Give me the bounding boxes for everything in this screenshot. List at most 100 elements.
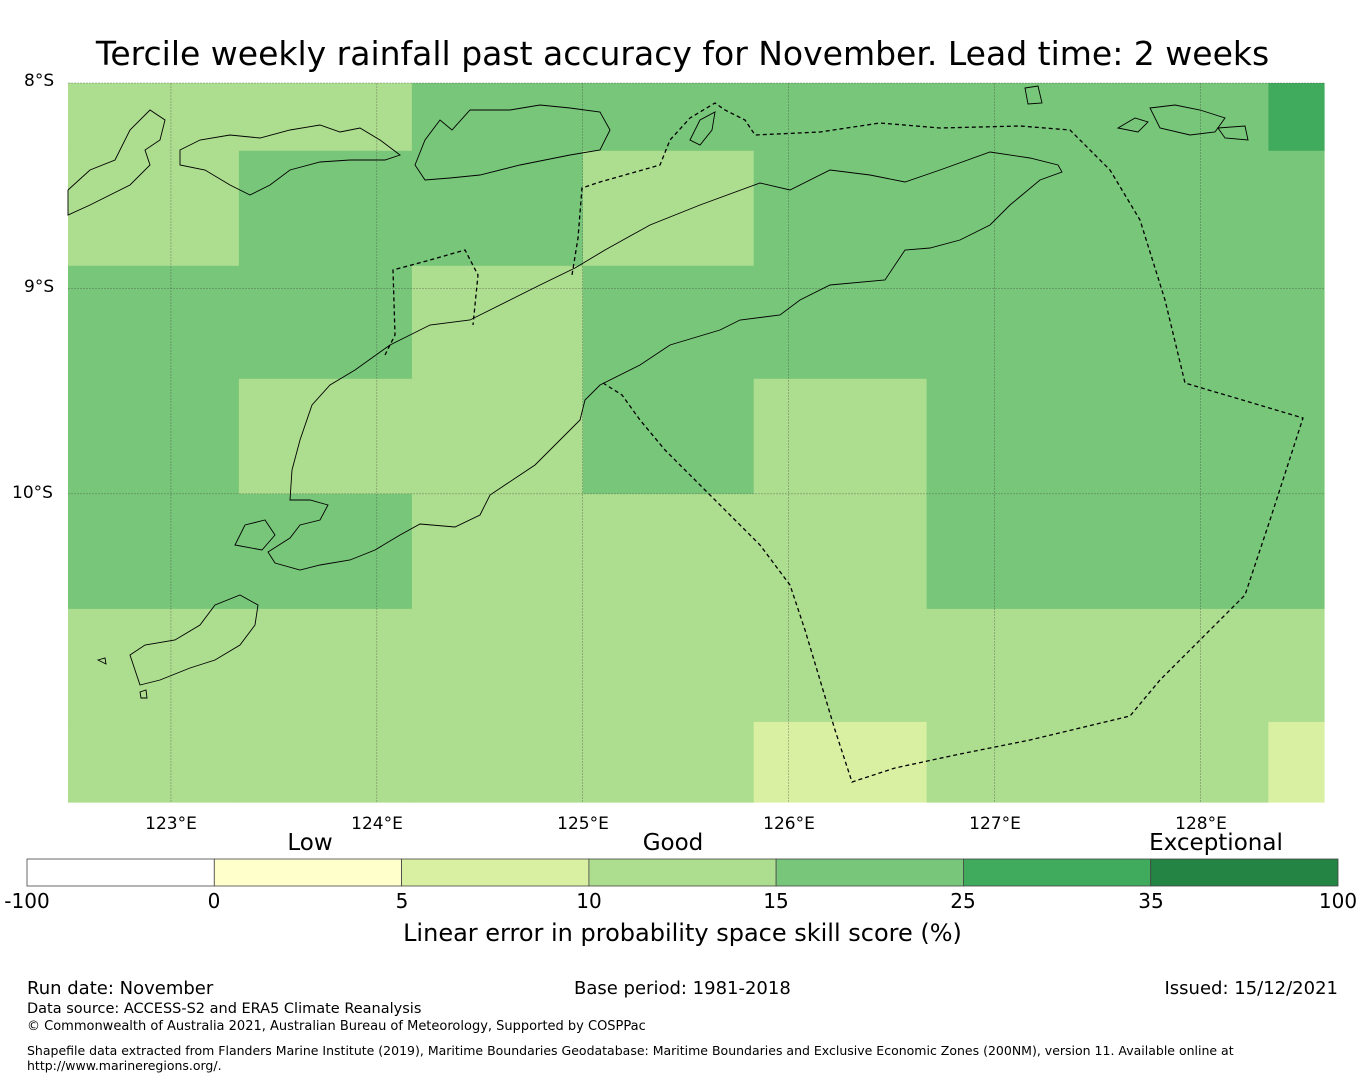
atauro-coastline [689, 111, 716, 146]
skill-cell [68, 83, 240, 152]
colorbar-segment [401, 858, 590, 887]
colorbar-segment [1150, 858, 1339, 887]
colorbar-tick: -100 [4, 889, 50, 913]
skill-cell [1097, 265, 1269, 380]
skill-cell [238, 608, 413, 723]
colorbar-label: Linear error in probability space skill … [403, 919, 962, 947]
skill-cell [1097, 83, 1269, 152]
graticule [68, 82, 1324, 802]
skill-cell [926, 493, 1099, 610]
skill-cell [753, 265, 928, 380]
skill-cell [68, 493, 240, 610]
lon-label-125e: 125°E [557, 814, 609, 834]
skill-cell [1268, 608, 1325, 723]
skill-cell [68, 721, 240, 803]
colorbar-tick: 100 [1318, 889, 1358, 913]
oecusse-eez [384, 249, 479, 356]
skill-grid [68, 83, 1325, 803]
skill-cell [68, 378, 240, 495]
skill-cell [68, 265, 240, 380]
skill-cell [582, 608, 755, 723]
skill-cell [411, 608, 584, 723]
colorbar-tick: 0 [207, 889, 221, 913]
chart-title: Tercile weekly rainfall past accuracy fo… [95, 34, 1270, 73]
skill-cell [753, 721, 928, 803]
shapefile-credit: Shapefile data extracted from Flanders M… [27, 1043, 1234, 1058]
islet-2 [96, 657, 107, 665]
colorbar-tick: 35 [1138, 889, 1164, 913]
maritime-boundary [384, 102, 1304, 783]
skill-cell [238, 378, 413, 495]
skill-cell [926, 265, 1099, 380]
skill-cell [753, 493, 928, 610]
skill-cell [68, 608, 240, 723]
skill-cell [238, 83, 413, 152]
category-label-low: Low [287, 830, 333, 856]
run-date: Run date: November [27, 978, 214, 999]
skill-cell [582, 378, 755, 495]
skill-cell [926, 378, 1099, 495]
skill-cell [1268, 83, 1325, 152]
alor-coastline [179, 124, 401, 196]
skill-cell [1097, 493, 1269, 610]
lon-label-127e: 127°E [969, 814, 1021, 834]
shapefile-url: http://www.marineregions.org/. [27, 1058, 222, 1073]
islet-1 [1024, 85, 1043, 105]
lat-label-10s: 10°S [12, 483, 53, 503]
skill-cell [1268, 721, 1325, 803]
colorbar-segment [963, 858, 1152, 887]
skill-cell [582, 265, 755, 380]
skill-cell [926, 721, 1099, 803]
skill-cell [238, 150, 413, 267]
skill-cell [411, 378, 584, 495]
colorbar-segment [26, 858, 215, 887]
moa-coastline [1217, 125, 1249, 141]
colorbar-tick: 10 [576, 889, 602, 913]
skill-cell [1268, 150, 1325, 267]
base-period: Base period: 1981-2018 [574, 978, 791, 999]
lon-label-124e: 124°E [351, 814, 403, 834]
rote-coastline [129, 594, 259, 686]
colorbar-segment [775, 858, 964, 887]
lon-label-123e: 123°E [145, 814, 197, 834]
lat-label-9s: 9°S [24, 277, 55, 297]
skill-cell [1097, 608, 1269, 723]
skill-cell [582, 150, 755, 267]
skill-cell [753, 150, 928, 267]
kisar-coastline [1116, 117, 1149, 133]
skill-cell [411, 83, 584, 152]
skill-cell [926, 150, 1099, 267]
skill-cell [411, 721, 584, 803]
skill-cell [68, 150, 240, 267]
skill-cell [753, 83, 928, 152]
skill-cell [582, 493, 755, 610]
skill-cell [411, 150, 584, 267]
timor-leste-eez [571, 102, 1304, 783]
skill-cell [1097, 721, 1269, 803]
flores-east-coastline [67, 109, 166, 216]
colorbar-segment [588, 858, 777, 887]
skill-cell [238, 265, 413, 380]
skill-cell [1268, 493, 1325, 610]
colorbar-tick: 5 [395, 889, 409, 913]
wetar-coastline [414, 104, 611, 181]
skill-cell [1268, 265, 1325, 380]
colorbar-tick: 15 [763, 889, 789, 913]
islet-3 [139, 689, 148, 699]
skill-cell [238, 721, 413, 803]
lon-label-126e: 126°E [763, 814, 815, 834]
timor-coastline [267, 151, 1063, 571]
category-label-good: Good [642, 830, 704, 856]
skill-cell [411, 493, 584, 610]
skill-cell [1097, 150, 1269, 267]
lat-label-8s: 8°S [24, 71, 55, 91]
copyright: © Commonwealth of Australia 2021, Austra… [27, 1019, 646, 1034]
colorbar-segment [213, 858, 403, 887]
skill-cell [926, 608, 1099, 723]
skill-cell [753, 608, 928, 723]
skill-cell [1097, 378, 1269, 495]
category-label-exceptional: Exceptional [1149, 830, 1283, 856]
issued-date: Issued: 15/12/2021 [1164, 978, 1338, 999]
semau-coastline [234, 519, 276, 551]
